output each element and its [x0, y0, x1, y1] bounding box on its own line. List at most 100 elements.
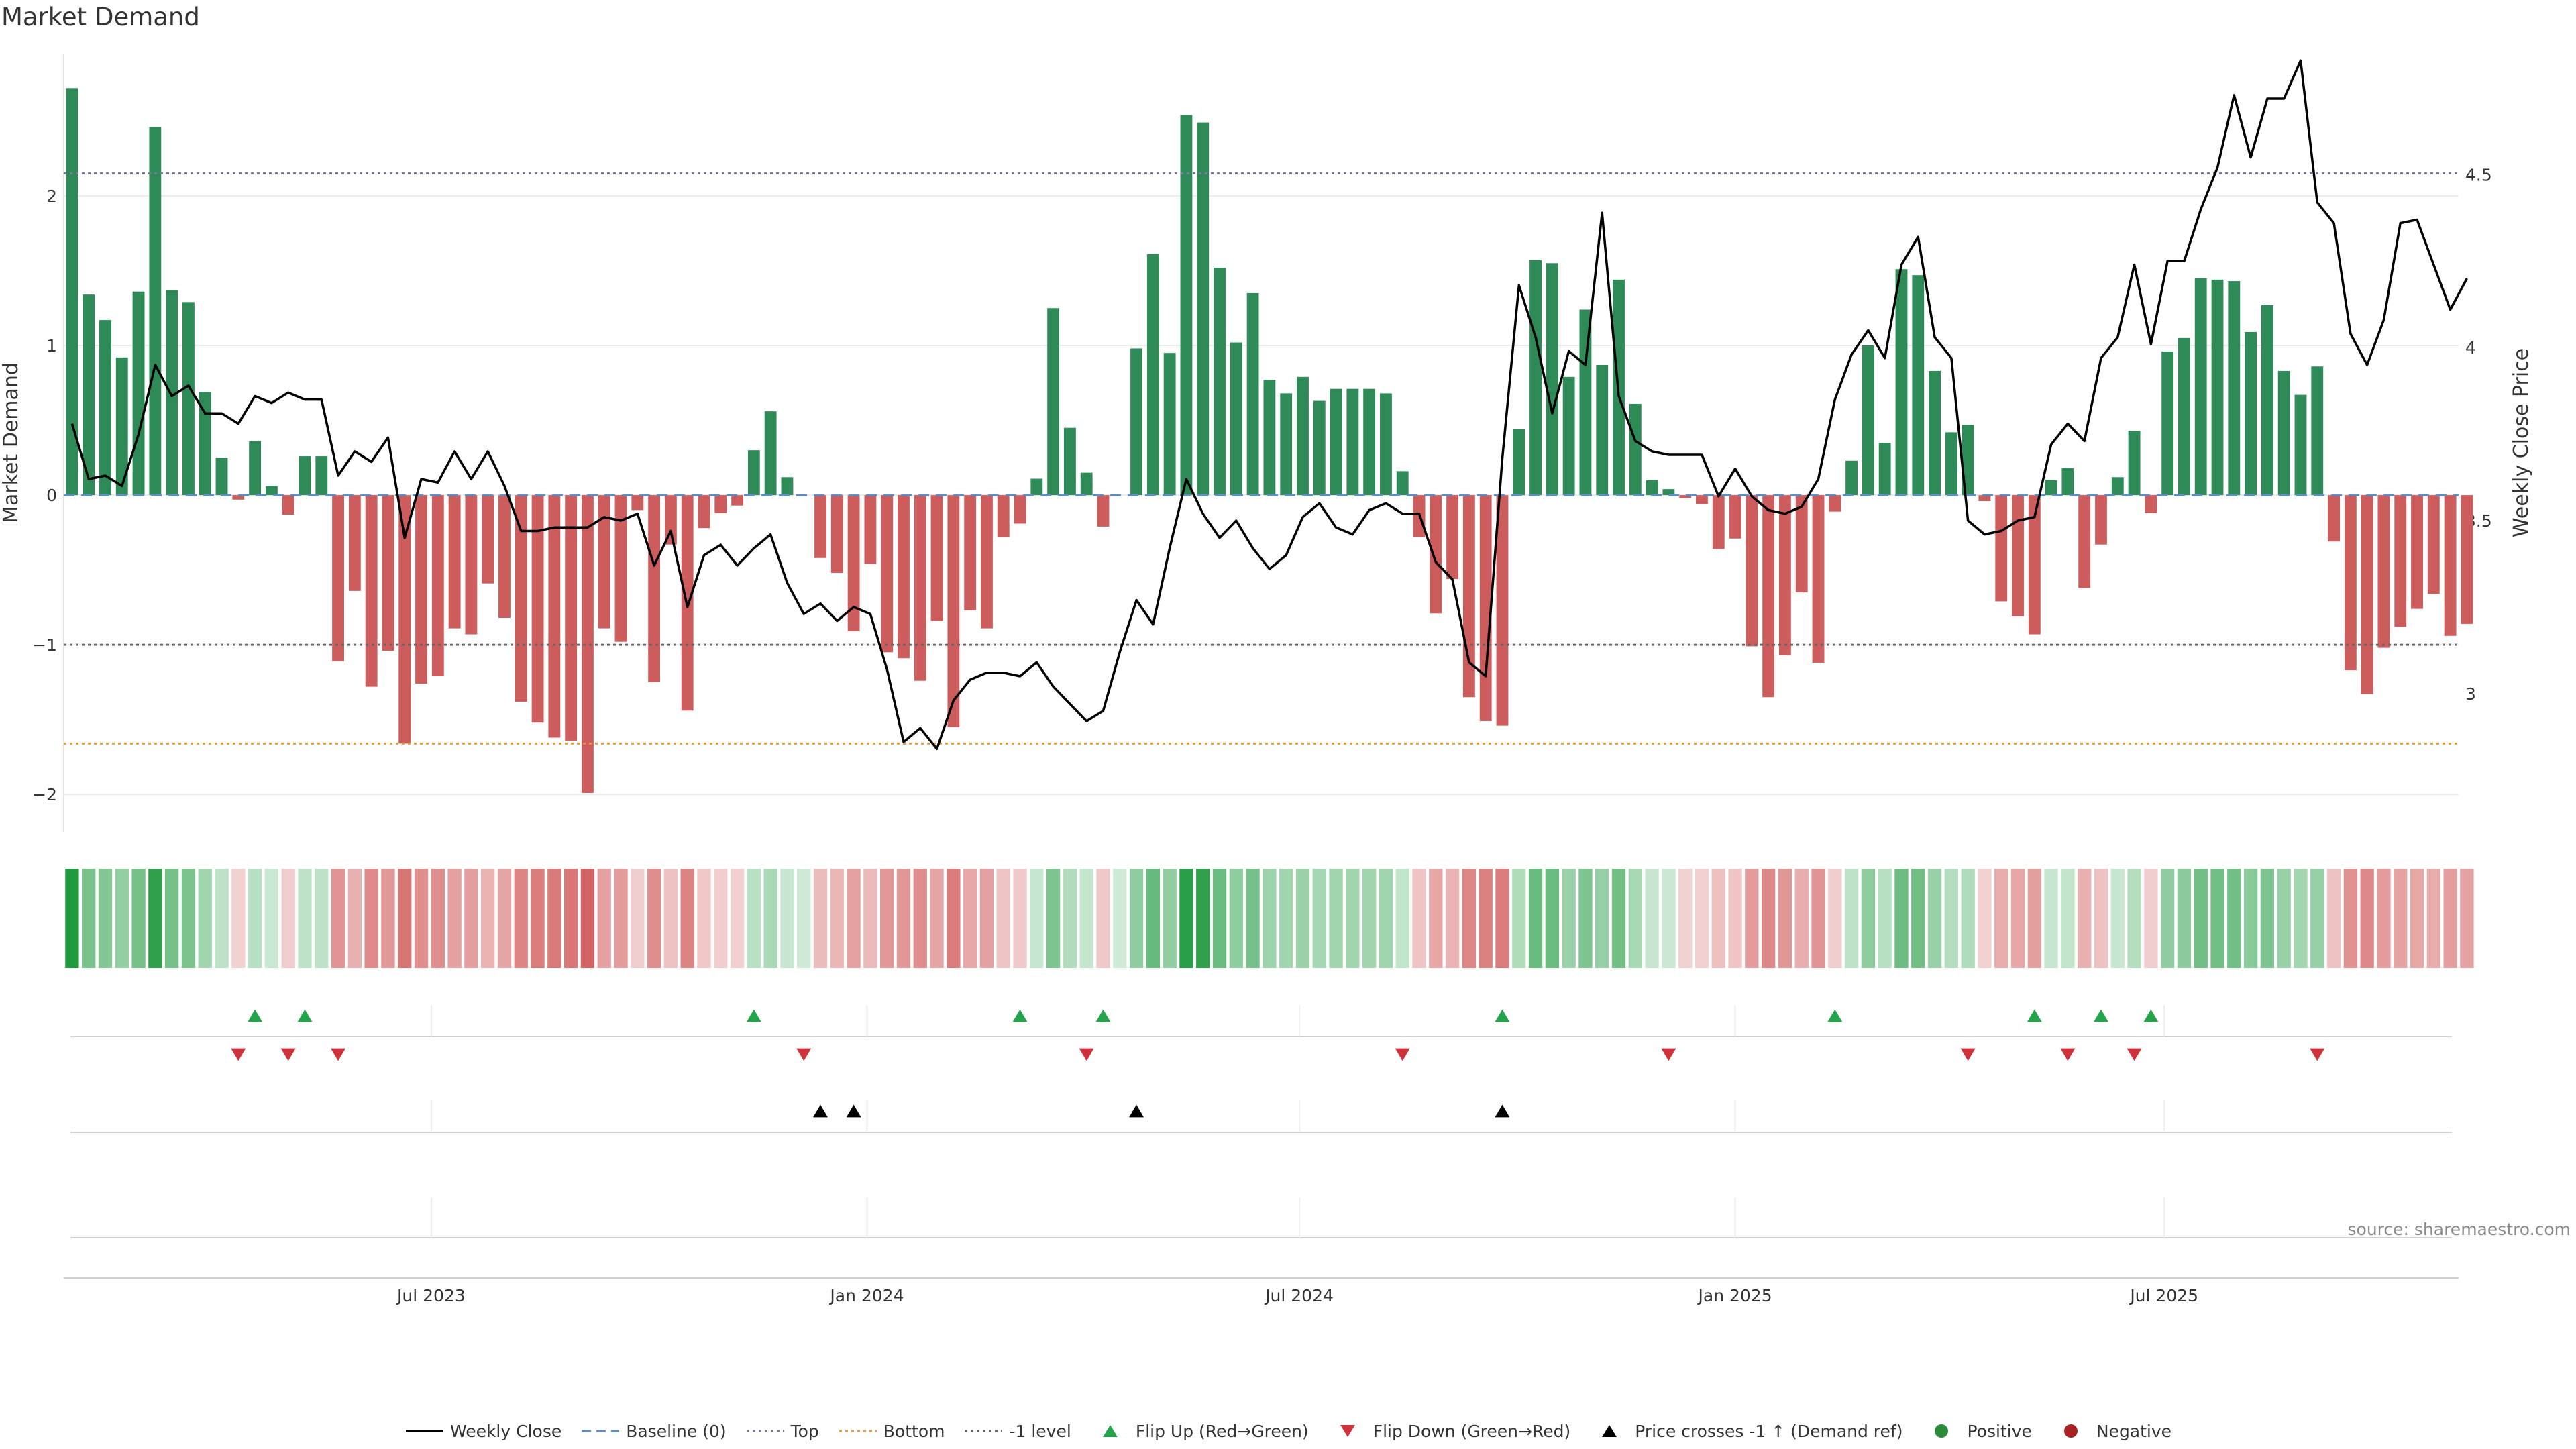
demand-strip-cell [996, 869, 1010, 968]
demand-strip-cell [1263, 869, 1277, 968]
demand-bar [1146, 254, 1159, 496]
demand-strip-cell [2294, 869, 2308, 968]
demand-strip-cell [1395, 869, 1409, 968]
legend-item: Flip Down (Green→Red) [1328, 1421, 1571, 1441]
demand-bar [1313, 400, 1326, 496]
demand-strip-cell [614, 869, 628, 968]
demand-bar [365, 495, 378, 687]
legend-symbol [1102, 1425, 1118, 1437]
demand-strip-cell [2377, 869, 2391, 968]
y-tick-label-left: 0 [46, 486, 57, 505]
legend-item: -1 level [963, 1421, 1071, 1441]
demand-bar [1696, 495, 1708, 504]
demand-strip-cell [164, 869, 179, 968]
legend-label: Baseline (0) [626, 1421, 727, 1441]
demand-strip-cell [1944, 869, 1959, 968]
demand-strip-cell [1212, 869, 1227, 968]
demand-strip-cell [697, 869, 711, 968]
demand-strip-cell [215, 869, 229, 968]
demand-bar [531, 495, 544, 723]
demand-bar [1546, 263, 1558, 496]
demand-strip-cell [248, 869, 262, 968]
demand-bar [1596, 365, 1609, 496]
demand-bar [2194, 278, 2207, 496]
demand-strip-cell [1412, 869, 1426, 968]
demand-strip-cell [1079, 869, 1093, 968]
legend-label: -1 level [1009, 1421, 1071, 1441]
demand-strip-cell [2360, 869, 2374, 968]
demand-bar [2377, 495, 2390, 648]
demand-bar [115, 357, 128, 496]
demand-bar [2294, 394, 2307, 496]
demand-bar [1579, 309, 1592, 496]
legend-symbol [839, 1430, 877, 1432]
demand-strip-cell [2061, 869, 2075, 968]
demand-bar [2178, 337, 2190, 496]
demand-strip-cell [947, 869, 961, 968]
legend-item: Positive [1921, 1421, 2032, 1441]
demand-bar [1729, 495, 1741, 539]
price-cross-marker [1495, 1104, 1510, 1118]
demand-bar [2228, 281, 2241, 496]
flip-down-marker [231, 1048, 246, 1061]
demand-bar [2028, 495, 2041, 635]
demand-bar [997, 495, 1010, 537]
demand-bar [747, 450, 760, 496]
demand-strip-cell [1528, 869, 1543, 968]
flip-down-marker [2060, 1048, 2076, 1061]
demand-bar [1829, 495, 1841, 512]
demand-bar [1014, 495, 1026, 524]
demand-bar [282, 495, 294, 515]
y-tick-label-right: 3 [2465, 684, 2476, 704]
demand-bar [2128, 431, 2141, 496]
demand-bar [1430, 495, 1442, 614]
demand-bar [1297, 376, 1309, 496]
demand-strip-cell [1046, 869, 1061, 968]
demand-strip-cell [481, 869, 495, 968]
demand-bar [764, 411, 777, 496]
legend-label: Flip Down (Green→Red) [1373, 1421, 1571, 1441]
demand-strip-cell [2044, 869, 2058, 968]
demand-bar [1646, 480, 1658, 496]
demand-bar [1762, 495, 1775, 698]
demand-strip-cell [1861, 869, 1876, 968]
demand-bar [515, 495, 527, 702]
weekly-close-line [70, 59, 2468, 751]
demand-bar [1812, 495, 1825, 663]
demand-bar [2095, 495, 2107, 545]
demand-strip-cell [1179, 869, 1193, 968]
legend-label: Top [790, 1421, 819, 1441]
demand-strip-cell [2210, 869, 2224, 968]
demand-strip-cell [1628, 869, 1642, 968]
flip-up-marker [2143, 1009, 2159, 1022]
demand-strip-cell [979, 869, 994, 968]
demand-strip-cell [1611, 869, 1626, 968]
demand-strip-cell [2010, 869, 2025, 968]
flip-up-marker [297, 1009, 313, 1022]
demand-strip-cell [447, 869, 462, 968]
demand-bar [714, 495, 727, 513]
source-text: source: sharemaestro.com [2347, 1220, 2571, 1239]
demand-strip-cell [1129, 869, 1144, 968]
demand-bar [332, 495, 344, 661]
demand-bar [249, 441, 262, 496]
demand-strip-cell [1495, 869, 1509, 968]
demand-bar [1895, 269, 1908, 496]
demand-strip-cell [1927, 869, 1942, 968]
demand-bar [2045, 480, 2057, 496]
demand-strip-cell [1978, 869, 1992, 968]
legend-symbol [2063, 1424, 2078, 1438]
demand-strip-cell [1695, 869, 1709, 968]
demand-strip-cell [1828, 869, 1842, 968]
legend-symbol [1602, 1425, 1617, 1437]
demand-strip-cell [1295, 869, 1310, 968]
demand-strip-cell [1545, 869, 1560, 968]
demand-strip-cell [1778, 869, 1792, 968]
demand-strip-cell [381, 869, 395, 968]
demand-strip-cell [1761, 869, 1776, 968]
y-tick-label-right: 4 [2465, 338, 2476, 358]
demand-strip-cell [1113, 869, 1127, 968]
demand-strip-cell [2078, 869, 2092, 968]
demand-bar [1679, 495, 1692, 498]
flip-up-marker [248, 1009, 263, 1022]
